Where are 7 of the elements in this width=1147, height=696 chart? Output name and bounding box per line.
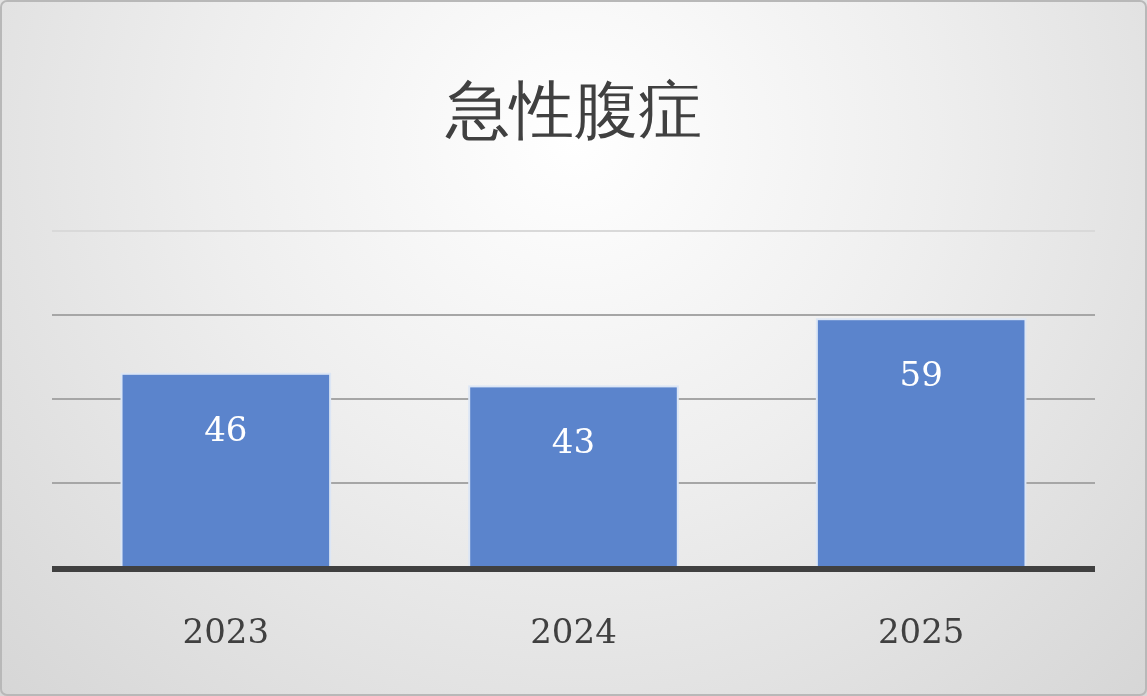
data-label: 59 (899, 354, 943, 395)
data-label: 43 (551, 421, 596, 462)
x-tick-label: 2025 (877, 611, 965, 651)
x-tick-label: 2024 (530, 611, 617, 651)
chart-title: 急性腹症 (444, 73, 702, 147)
data-label: 46 (204, 408, 248, 449)
x-tick-label: 2023 (182, 611, 270, 651)
